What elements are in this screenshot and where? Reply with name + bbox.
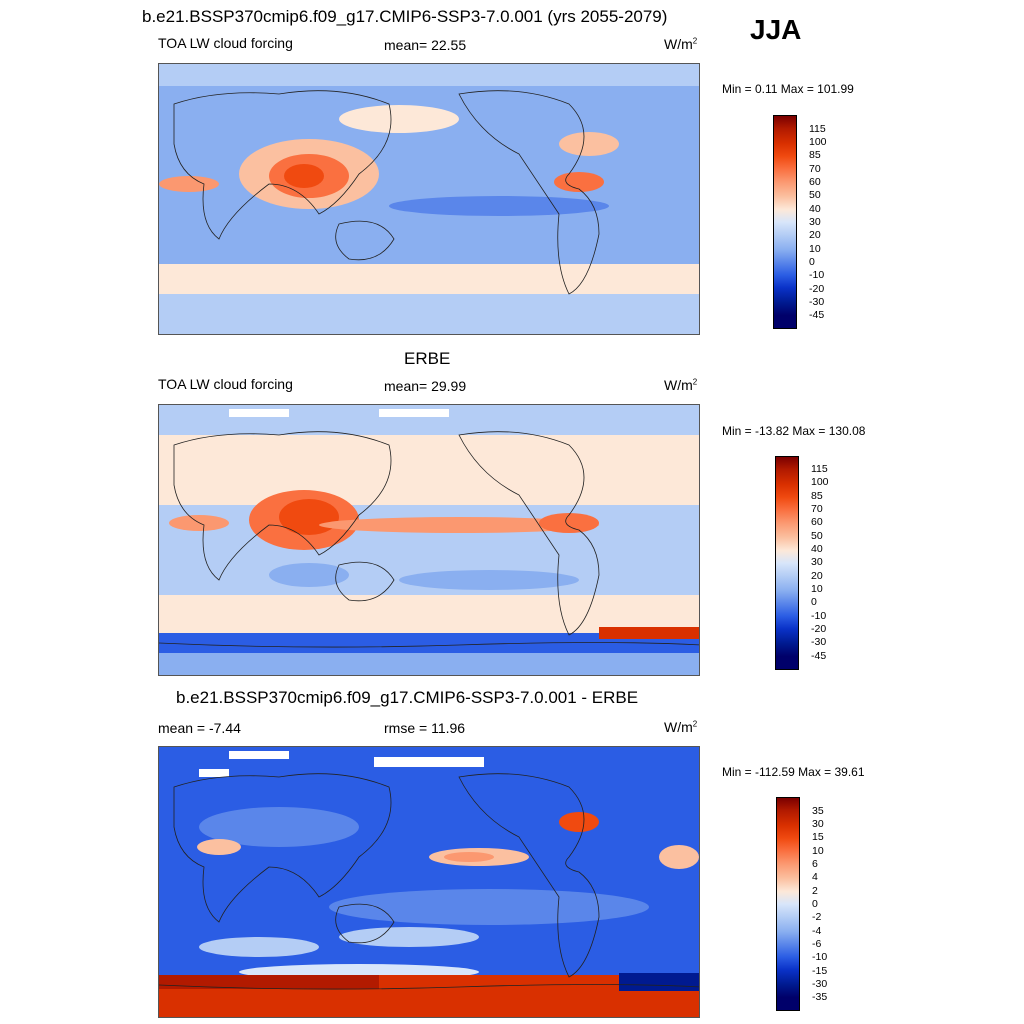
panel3-map [158, 746, 700, 1018]
panel1-minmax: Min = 0.11 Max = 101.99 [722, 82, 854, 96]
panel1-variable-label: TOA LW cloud forcing [158, 35, 293, 51]
panel3-rmse-label: rmse = 11.96 [384, 720, 466, 736]
panel2-mean-label: mean= 29.99 [384, 378, 467, 394]
panel2-map [158, 404, 700, 676]
panel2-variable-label: TOA LW cloud forcing [158, 376, 293, 392]
panel3-title: b.e21.BSSP370cmip6.f09_g17.CMIP6-SSP3-7.… [176, 688, 639, 707]
panel2-units-label: W/m2 [664, 377, 698, 393]
panel3-minmax: Min = -112.59 Max = 39.61 [722, 765, 865, 779]
panel3-units-label: W/m2 [664, 719, 698, 735]
panel2-minmax: Min = -13.82 Max = 130.08 [722, 424, 866, 438]
panel1-units-label: W/m2 [664, 36, 698, 52]
panel1-map [158, 63, 700, 335]
season-label: JJA [750, 14, 802, 45]
panel1-mean-label: mean= 22.55 [384, 37, 467, 53]
panel1-title: b.e21.BSSP370cmip6.f09_g17.CMIP6-SSP3-7.… [142, 7, 668, 26]
panel3-mean-label: mean = -7.44 [158, 720, 241, 736]
panel2-title: ERBE [404, 349, 451, 368]
